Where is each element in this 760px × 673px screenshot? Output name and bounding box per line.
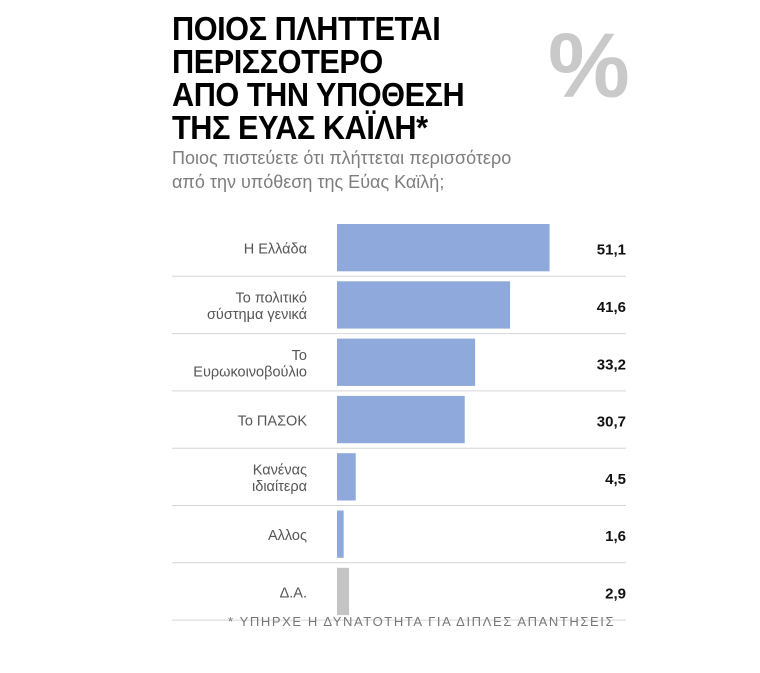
category-label: Κανένας ιδιαίτερα	[252, 463, 307, 496]
title-line: ΠΟΙΟΣ ΠΛΗΤΤΕΤΑΙ	[172, 10, 441, 47]
title-line: ΑΠΟ ΤΗΝ ΥΠΟΘΕΣΗ	[172, 76, 465, 113]
chart-subtitle: Ποιος πιστεύετε ότι πλήττεται περισσότερ…	[172, 146, 592, 194]
value-label: 2,9	[605, 585, 626, 602]
category-label: Η Ελλάδα	[244, 242, 307, 258]
percent-icon: %	[548, 15, 630, 117]
bar	[337, 510, 344, 558]
value-label: 1,6	[605, 528, 626, 545]
title-line: ΤΗΣ ΕΥΑΣ ΚΑΪΛΗ*	[172, 109, 428, 146]
bar	[337, 395, 465, 444]
value-label: 51,1	[597, 242, 626, 259]
value-label: 41,6	[597, 299, 626, 316]
bar	[337, 567, 350, 616]
bar	[337, 338, 476, 386]
footnote: * ΥΠΗΡΧΕ Η ΔΥΝΑΤΟΤΗΤΑ ΓΙΑ ΔΙΠΛΕΣ ΑΠΑΝΤΗΣ…	[228, 614, 616, 629]
subtitle-line: Ποιος πιστεύετε ότι πλήττεται περισσότερ…	[172, 148, 512, 168]
category-label: Το πολιτικό σύστημα γενικά	[207, 291, 307, 324]
category-label: Αλλος	[268, 528, 307, 544]
bar	[337, 453, 356, 501]
category-label: Δ.Α.	[280, 585, 307, 601]
value-label: 4,5	[605, 471, 626, 488]
bar	[337, 224, 550, 272]
category-label: Το Ευρωκοινοβούλιο	[193, 348, 307, 381]
category-label: Το ΠΑΣΟΚ	[238, 414, 308, 430]
value-label: 30,7	[597, 414, 626, 431]
subtitle-line: από την υπόθεση της Εύας Καϊλή;	[172, 172, 445, 192]
bar	[337, 281, 511, 329]
value-label: 33,2	[597, 356, 626, 373]
title-line: ΠΕΡΙΣΣΟΤΕΡΟ	[172, 43, 383, 80]
chart-title: ΠΟΙΟΣ ΠΛΗΤΤΕΤΑΙ ΠΕΡΙΣΣΟΤΕΡΟ ΑΠΟ ΤΗΝ ΥΠΟΘ…	[172, 12, 544, 144]
